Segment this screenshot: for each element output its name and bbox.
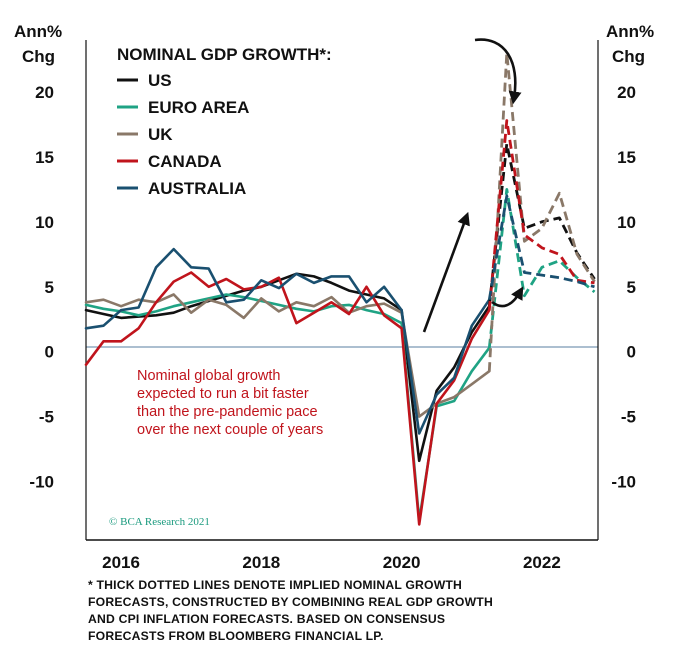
y-tick-left-0: -10 xyxy=(29,473,54,492)
series-line-uk xyxy=(84,293,491,418)
annotation-line-4: over the next couple of years xyxy=(137,422,323,438)
legend-item-uk: UK xyxy=(117,125,173,144)
left-axis-title-line1: Ann% xyxy=(14,22,62,41)
legend-item-euro-area: EURO AREA xyxy=(117,98,249,117)
annotation-line-2: expected to run a bit faster xyxy=(137,386,309,402)
annotation-line-3: than the pre-pandemic pace xyxy=(137,404,318,420)
x-tick-2016: 2016 xyxy=(102,553,140,572)
legend-label-us: US xyxy=(148,71,172,90)
y-ticks-right: -10 -5 0 5 10 15 20 xyxy=(611,83,636,492)
y-tick-right-3: 5 xyxy=(627,278,636,297)
series-line-canada xyxy=(84,271,491,526)
x-tick-2018: 2018 xyxy=(242,553,280,572)
right-axis-title-line2: Chg xyxy=(612,47,645,66)
y-tick-right-0: -10 xyxy=(611,473,636,492)
right-axis-title-line1: Ann% xyxy=(606,22,654,41)
legend-title: NOMINAL GDP GROWTH*: xyxy=(117,45,332,64)
peak-down-arrow xyxy=(474,38,522,105)
legend-label-uk: UK xyxy=(148,125,173,144)
legend-label-canada: CANADA xyxy=(148,152,222,171)
x-tick-2020: 2020 xyxy=(383,553,421,572)
y-tick-right-4: 10 xyxy=(617,213,636,232)
left-axis-title-line2: Chg xyxy=(22,47,55,66)
credit-text: © BCA Research 2021 xyxy=(109,516,210,528)
y-tick-left-3: 5 xyxy=(45,278,54,297)
series-forecast-euro-area xyxy=(487,187,596,348)
legend: NOMINAL GDP GROWTH*: US EURO AREA UK CAN… xyxy=(117,45,332,198)
series-layer xyxy=(84,51,596,526)
annotation-note: Nominal global growth expected to run a … xyxy=(137,368,323,438)
y-tick-left-4: 10 xyxy=(35,213,54,232)
trend-arrows xyxy=(422,38,524,333)
y-tick-right-1: -5 xyxy=(621,408,636,427)
footnote-line-3: AND CPI INFLATION FORECASTS. BASED ON CO… xyxy=(88,612,446,626)
recovery-up-arrow xyxy=(422,211,470,333)
annotation-line-1: Nominal global growth xyxy=(137,368,280,384)
y-tick-left-1: -5 xyxy=(39,408,54,427)
legend-item-canada: CANADA xyxy=(117,152,222,171)
y-tick-left-2: 0 xyxy=(45,343,54,362)
y-ticks-left: -10 -5 0 5 10 15 20 xyxy=(29,83,54,492)
y-tick-right-6: 20 xyxy=(617,83,636,102)
series-line-us xyxy=(84,272,491,463)
legend-item-australia: AUSTRALIA xyxy=(117,179,246,198)
y-tick-left-6: 20 xyxy=(35,83,54,102)
series-forecast-australia xyxy=(487,194,595,300)
footnote-line-1: * THICK DOTTED LINES DENOTE IMPLIED NOMI… xyxy=(88,578,463,592)
footnote-line-2: FORECASTS, CONSTRUCTED BY COMBINING REAL… xyxy=(88,595,493,609)
series-forecast-uk xyxy=(487,51,596,372)
x-ticks: 2016 2018 2020 2022 xyxy=(102,553,561,572)
legend-label-australia: AUSTRALIA xyxy=(148,179,246,198)
rebound-up-arrow xyxy=(491,286,524,308)
series-line-australia xyxy=(84,247,491,435)
x-tick-2022: 2022 xyxy=(523,553,561,572)
legend-item-us: US xyxy=(117,71,172,90)
y-tick-right-5: 15 xyxy=(617,148,636,167)
legend-label-euro-area: EURO AREA xyxy=(148,98,249,117)
footnote-line-4: FORECASTS FROM BLOOMBERG FINANCIAL LP. xyxy=(88,629,384,643)
y-tick-right-2: 0 xyxy=(627,343,636,362)
footnote: * THICK DOTTED LINES DENOTE IMPLIED NOMI… xyxy=(88,577,648,645)
y-tick-left-5: 15 xyxy=(35,148,54,167)
series-forecast-canada xyxy=(487,119,595,311)
